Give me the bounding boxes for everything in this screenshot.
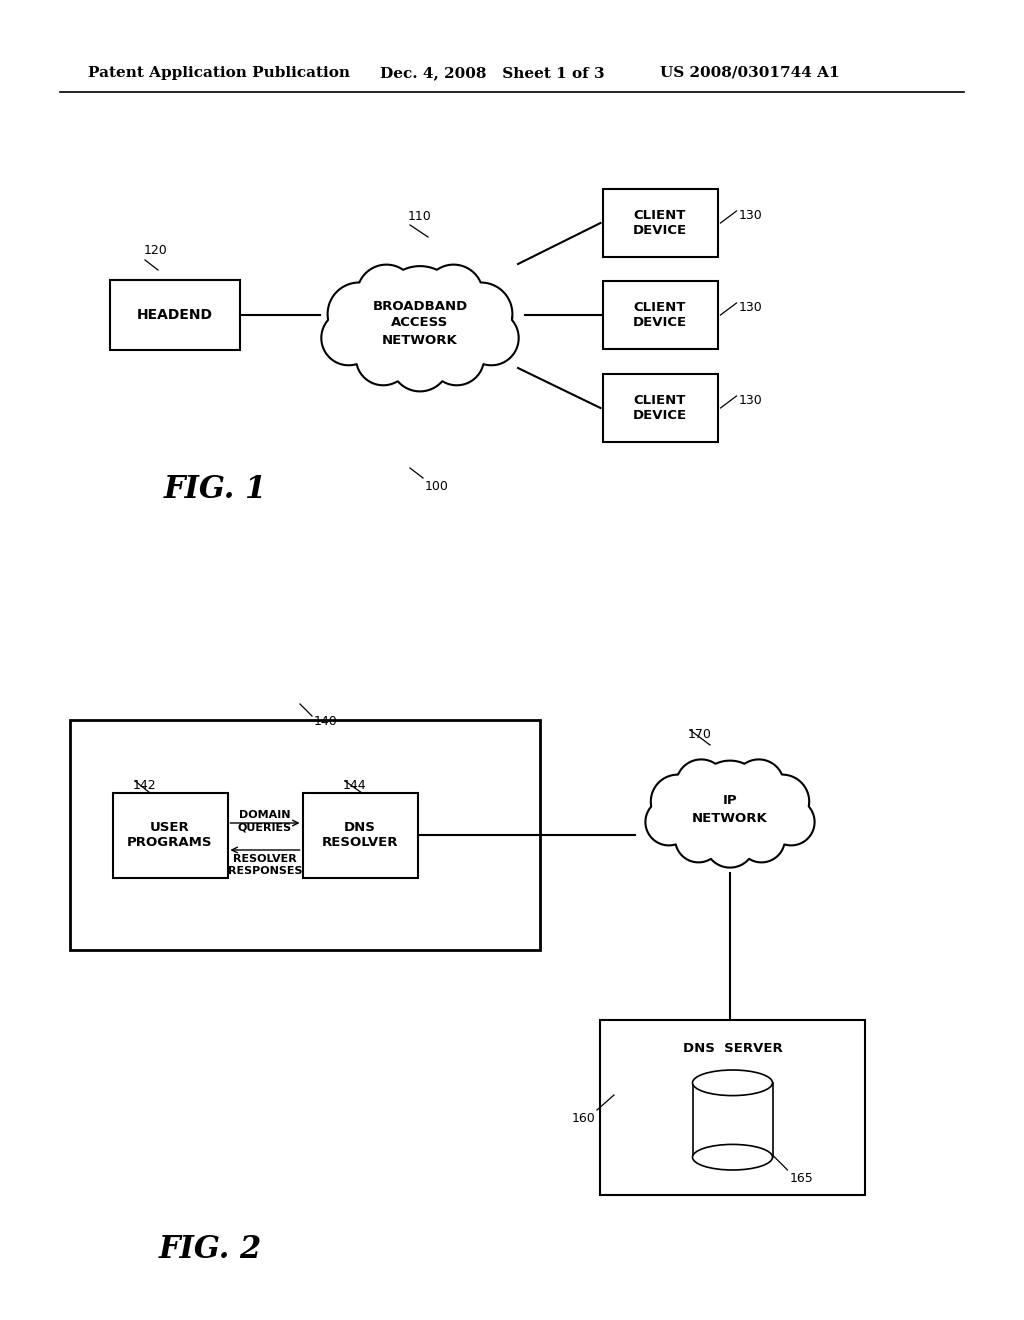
Text: CLIENT: CLIENT	[634, 209, 686, 222]
Text: RESPONSES: RESPONSES	[227, 866, 302, 876]
Circle shape	[705, 817, 756, 867]
Text: 160: 160	[571, 1111, 595, 1125]
Text: 130: 130	[738, 393, 762, 407]
Circle shape	[676, 759, 726, 809]
Circle shape	[429, 331, 484, 385]
Text: DNS  SERVER: DNS SERVER	[683, 1041, 782, 1055]
Text: 110: 110	[408, 210, 432, 223]
Text: 130: 130	[738, 209, 762, 222]
Text: 142: 142	[133, 779, 157, 792]
Text: FIG. 2: FIG. 2	[159, 1234, 261, 1266]
Bar	[110, 280, 240, 350]
Text: 100: 100	[425, 480, 449, 492]
Ellipse shape	[326, 253, 514, 381]
Bar	[602, 189, 718, 257]
Text: DNS: DNS	[344, 821, 376, 834]
Circle shape	[450, 282, 512, 346]
Text: 120: 120	[144, 244, 168, 257]
Bar	[70, 719, 540, 950]
Text: USER: USER	[151, 821, 189, 834]
Text: RESOLVER: RESOLVER	[322, 836, 398, 849]
Bar	[600, 1020, 865, 1195]
Text: HEADEND: HEADEND	[137, 308, 213, 322]
Text: BROADBAND: BROADBAND	[373, 300, 468, 313]
Text: FIG. 1: FIG. 1	[164, 474, 266, 506]
Text: CLIENT: CLIENT	[634, 301, 686, 314]
Bar	[602, 281, 718, 348]
Circle shape	[322, 310, 376, 366]
Text: NETWORK: NETWORK	[692, 812, 768, 825]
Text: CLIENT: CLIENT	[634, 395, 686, 407]
Text: DEVICE: DEVICE	[633, 315, 687, 329]
Text: PROGRAMS: PROGRAMS	[127, 836, 213, 849]
Text: US 2008/0301744 A1: US 2008/0301744 A1	[660, 66, 840, 81]
Circle shape	[675, 816, 722, 862]
Circle shape	[768, 799, 815, 845]
Text: 130: 130	[738, 301, 762, 314]
Text: QUERIES: QUERIES	[238, 822, 292, 833]
Circle shape	[424, 264, 483, 323]
Text: 170: 170	[688, 729, 712, 741]
Circle shape	[645, 799, 692, 845]
Text: ACCESS: ACCESS	[391, 317, 449, 330]
Text: DOMAIN: DOMAIN	[240, 810, 291, 820]
Bar	[602, 374, 718, 442]
Circle shape	[695, 760, 764, 829]
Circle shape	[738, 816, 785, 862]
Bar	[113, 792, 227, 878]
Text: NETWORK: NETWORK	[382, 334, 458, 346]
Circle shape	[464, 310, 519, 366]
Text: 140: 140	[314, 715, 338, 729]
Circle shape	[755, 775, 809, 829]
Circle shape	[390, 333, 450, 392]
Circle shape	[733, 759, 784, 809]
Text: Dec. 4, 2008   Sheet 1 of 3: Dec. 4, 2008 Sheet 1 of 3	[380, 66, 604, 81]
Bar	[302, 792, 418, 878]
Ellipse shape	[649, 751, 811, 859]
Bar	[692, 1082, 772, 1158]
Circle shape	[357, 264, 416, 323]
Text: RESOLVER: RESOLVER	[233, 854, 297, 865]
Text: Patent Application Publication: Patent Application Publication	[88, 66, 350, 81]
Circle shape	[328, 282, 390, 346]
Text: IP: IP	[723, 793, 737, 807]
Ellipse shape	[692, 1144, 772, 1170]
Text: DEVICE: DEVICE	[633, 409, 687, 422]
Circle shape	[356, 331, 411, 385]
Text: 165: 165	[790, 1172, 813, 1185]
Circle shape	[380, 267, 460, 346]
Text: 144: 144	[343, 779, 367, 792]
Ellipse shape	[692, 1071, 772, 1096]
Circle shape	[651, 775, 705, 829]
Text: DEVICE: DEVICE	[633, 224, 687, 236]
